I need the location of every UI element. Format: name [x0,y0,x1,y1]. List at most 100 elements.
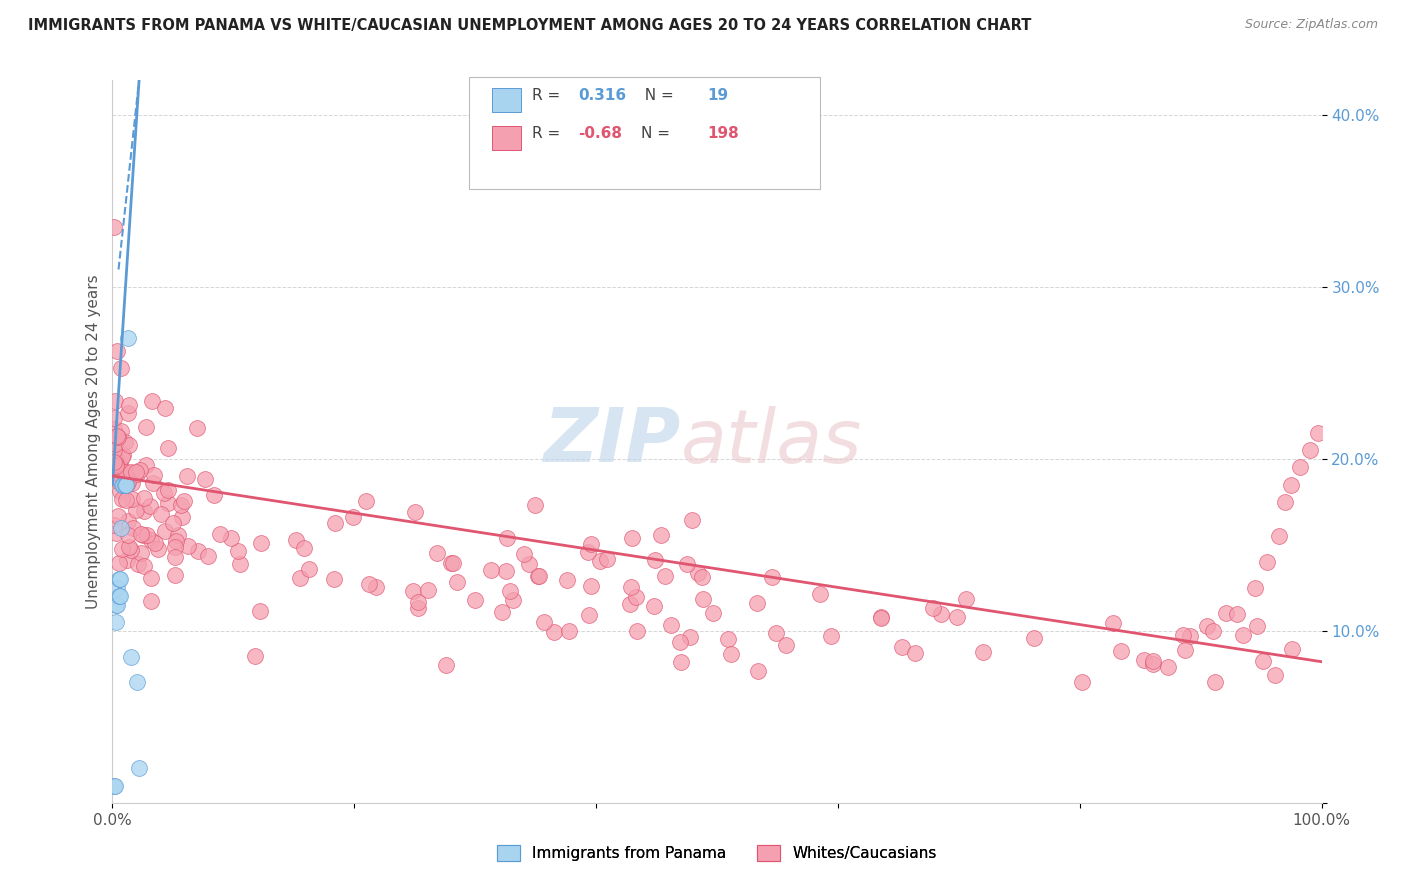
Point [402,584,425,599]
Point [141,533,163,547]
Point [243,649,266,664]
Point [187,544,209,558]
Point [132,527,155,541]
Point [139,571,162,585]
Point [686,566,709,580]
Point [121,491,143,506]
Point [177,539,200,553]
Point [441,556,464,570]
Point [135,458,157,472]
Point [1253,654,1275,668]
Point [366,580,388,594]
Point [1274,494,1296,508]
Point [110,424,132,438]
Point [104,458,127,472]
Point [588,554,610,568]
Point [619,597,641,611]
Point [166,527,188,541]
Point [103,517,125,532]
Point [650,527,672,541]
Point [117,405,139,419]
Text: R =: R = [531,126,565,141]
Point [1215,606,1237,620]
Point [765,626,787,640]
Point [228,544,250,558]
Point [139,499,162,513]
Point [162,516,184,530]
Point [692,591,714,606]
Point [679,630,702,644]
Text: R =: R = [531,88,565,103]
Point [747,596,769,610]
Point [163,540,186,554]
Point [107,590,129,604]
Point [1204,675,1226,690]
Point [115,465,138,479]
Point [579,579,602,593]
Text: N =: N = [641,126,675,141]
Point [103,442,125,457]
Point [104,436,127,450]
Point [145,535,167,549]
Point [117,331,139,345]
Point [620,581,643,595]
Point [103,455,125,469]
Point [406,595,429,609]
Point [596,551,619,566]
Point [527,569,550,583]
Point [1264,668,1286,682]
Point [972,645,994,659]
Point [153,524,176,539]
Point [104,457,127,471]
Point [141,394,163,409]
Point [1281,641,1303,656]
Point [659,618,682,632]
Point [118,438,141,452]
Point [690,570,713,584]
Point [108,590,131,604]
Point [298,562,321,576]
Point [495,531,517,545]
Point [108,459,131,474]
Point [869,611,891,625]
Point [357,577,380,591]
Point [284,533,307,547]
Point [761,570,783,584]
Point [111,450,134,464]
Point [1157,659,1180,673]
Text: 0.316: 0.316 [578,88,626,103]
Point [125,675,148,690]
Point [114,477,136,491]
Point [139,593,162,607]
Point [209,526,232,541]
Point [148,542,170,557]
Point [186,420,208,434]
Point [354,493,377,508]
Point [955,592,977,607]
Point [107,572,129,586]
Point [118,540,141,554]
Point [103,779,125,793]
Point [104,394,127,409]
Text: ZIP: ZIP [544,405,681,478]
Point [654,569,676,583]
Point [434,658,457,673]
Point [107,474,129,488]
Point [527,569,550,583]
Point [156,441,179,455]
Point [669,635,692,649]
Point [578,545,600,559]
Point [118,399,141,413]
Point [945,609,967,624]
Point [519,557,541,571]
Point [108,454,131,468]
Point [125,503,148,517]
Point [775,638,797,652]
Point [464,592,486,607]
Point [249,604,271,618]
Point [1246,618,1268,632]
FancyBboxPatch shape [492,88,522,112]
Point [173,494,195,508]
Point [499,583,522,598]
Point [111,477,134,491]
